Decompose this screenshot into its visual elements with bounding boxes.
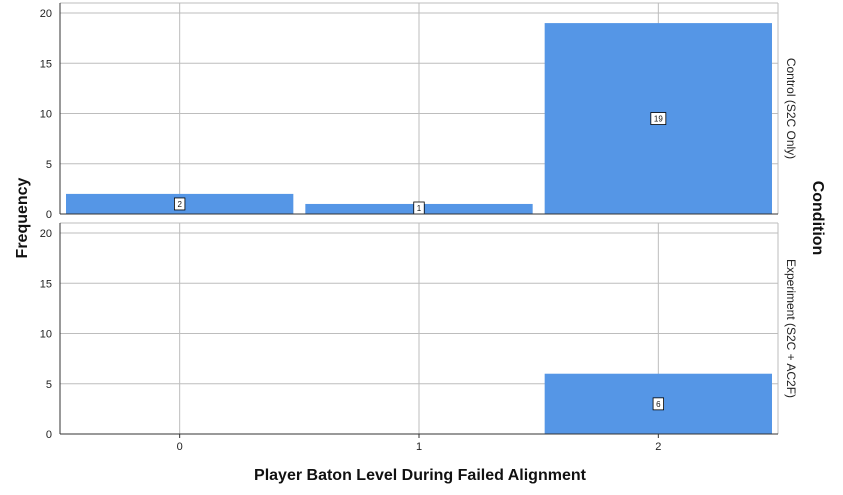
data-label-box xyxy=(652,397,664,411)
y-axis-title: Frequency xyxy=(14,177,31,258)
y-tick-label: 0 xyxy=(46,209,52,221)
y-tick-label: 15 xyxy=(40,278,52,290)
y-tick-label: 20 xyxy=(40,8,52,20)
data-label: 1 xyxy=(417,204,422,213)
y-tick-label: 10 xyxy=(40,329,52,341)
data-label: 19 xyxy=(654,115,663,124)
data-label: 2 xyxy=(177,200,182,209)
x-axis-ticks: 0 1 2 xyxy=(177,434,661,453)
data-label-box xyxy=(650,112,667,125)
y-tick-label: 5 xyxy=(46,379,52,391)
chart-panels: 0 5 10 15 20 2 1 19 Control (S2C Only) 0 5 10 15 20 6 E… xyxy=(40,2,798,441)
x-tick-label: 0 xyxy=(177,441,183,453)
y-tick-label: 15 xyxy=(40,58,52,70)
panel-2: 0 5 10 15 20 6 Experiment (S2C + AC2F) xyxy=(40,222,798,441)
data-label-box xyxy=(174,197,186,211)
panel-1: 0 5 10 15 20 2 1 19 Control (S2C Only) xyxy=(40,2,798,221)
facet-label: Experiment (S2C + AC2F) xyxy=(784,259,798,398)
y-tick-label: 10 xyxy=(40,109,52,121)
data-label: 6 xyxy=(656,400,661,409)
y-tick-label: 20 xyxy=(40,228,52,240)
x-tick-label: 1 xyxy=(416,441,422,453)
x-axis-title: Player Baton Level During Failed Alignme… xyxy=(254,467,587,484)
facet-title: Condition xyxy=(809,181,826,256)
y-tick-label: 5 xyxy=(46,159,52,171)
y-tick-label: 0 xyxy=(46,429,52,441)
x-tick-label: 2 xyxy=(655,441,661,453)
facet-label: Control (S2C Only) xyxy=(784,58,798,159)
